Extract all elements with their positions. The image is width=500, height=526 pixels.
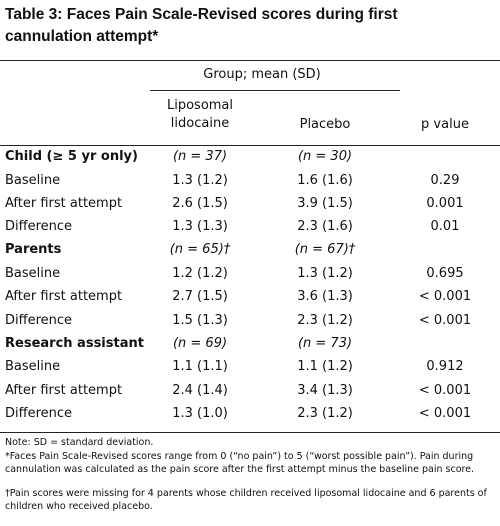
- section-label: Parents: [5, 242, 62, 258]
- cell: 3.6 (1.3): [297, 289, 353, 305]
- cell: 2.3 (1.2): [297, 312, 353, 328]
- section-label: Research assistant: [5, 335, 144, 351]
- row-label: After first attempt: [5, 382, 123, 398]
- sample-size: (n = 73): [297, 335, 353, 351]
- cell: 1.1 (1.2): [297, 359, 353, 375]
- cell: 3.4 (1.3): [297, 382, 353, 398]
- row-label: Baseline: [5, 265, 61, 281]
- column-header: Placebo: [299, 117, 351, 132]
- row-label: Difference: [5, 405, 73, 421]
- rule: [0, 145, 500, 146]
- cell: 1.3 (1.2): [172, 172, 228, 188]
- note: Note: SD = standard deviation.: [5, 437, 154, 448]
- cell: 1.3 (1.3): [172, 219, 228, 235]
- column-header: Liposomal lidocaine: [166, 98, 234, 131]
- section-label: Child (≥ 5 yr only): [5, 149, 138, 164]
- cell: < 0.001: [418, 382, 472, 398]
- cell: 1.2 (1.2): [172, 265, 228, 281]
- rule: [150, 90, 400, 91]
- cell: 0.912: [426, 359, 464, 375]
- sample-size: (n = 67)†: [294, 242, 356, 258]
- note: †Pain scores were missing for 4 parents …: [5, 488, 487, 512]
- sample-size: (n = 65)†: [169, 242, 231, 258]
- cell: 0.695: [426, 265, 464, 281]
- sample-size: (n = 37): [172, 149, 228, 164]
- cell: 0.29: [430, 172, 460, 188]
- cell: < 0.001: [418, 312, 472, 328]
- group-header: Group; mean (SD): [203, 67, 321, 82]
- cell: < 0.001: [418, 405, 472, 421]
- cell: 1.3 (1.2): [297, 265, 353, 281]
- cell: 2.3 (1.2): [297, 405, 353, 421]
- cell: 2.4 (1.4): [172, 382, 228, 398]
- row-label: Baseline: [5, 359, 61, 375]
- cell: 0.01: [430, 219, 460, 235]
- row-label: After first attempt: [5, 195, 123, 211]
- cell: 3.9 (1.5): [297, 195, 353, 211]
- row-label: Difference: [5, 219, 73, 235]
- table-title: Table 3: Faces Pain Scale-Revised scores…: [5, 6, 398, 45]
- note: *Faces Pain Scale-Revised scores range f…: [5, 451, 475, 475]
- cell: 2.7 (1.5): [172, 289, 228, 305]
- rule: [0, 432, 500, 433]
- cell: 2.6 (1.5): [172, 195, 228, 211]
- row-label: Difference: [5, 312, 73, 328]
- rule: [0, 60, 500, 61]
- cell: 1.6 (1.6): [297, 172, 353, 188]
- sample-size: (n = 69): [172, 335, 228, 351]
- sample-size: (n = 30): [297, 149, 353, 164]
- row-label: After first attempt: [5, 289, 123, 305]
- cell: < 0.001: [418, 289, 472, 305]
- cell: 1.5 (1.3): [172, 312, 228, 328]
- cell: 1.3 (1.0): [172, 405, 228, 421]
- row-label: Baseline: [5, 172, 61, 188]
- column-header: p value: [421, 117, 469, 132]
- cell: 1.1 (1.1): [172, 359, 228, 375]
- cell: 0.001: [426, 195, 464, 211]
- cell: 2.3 (1.6): [297, 219, 353, 235]
